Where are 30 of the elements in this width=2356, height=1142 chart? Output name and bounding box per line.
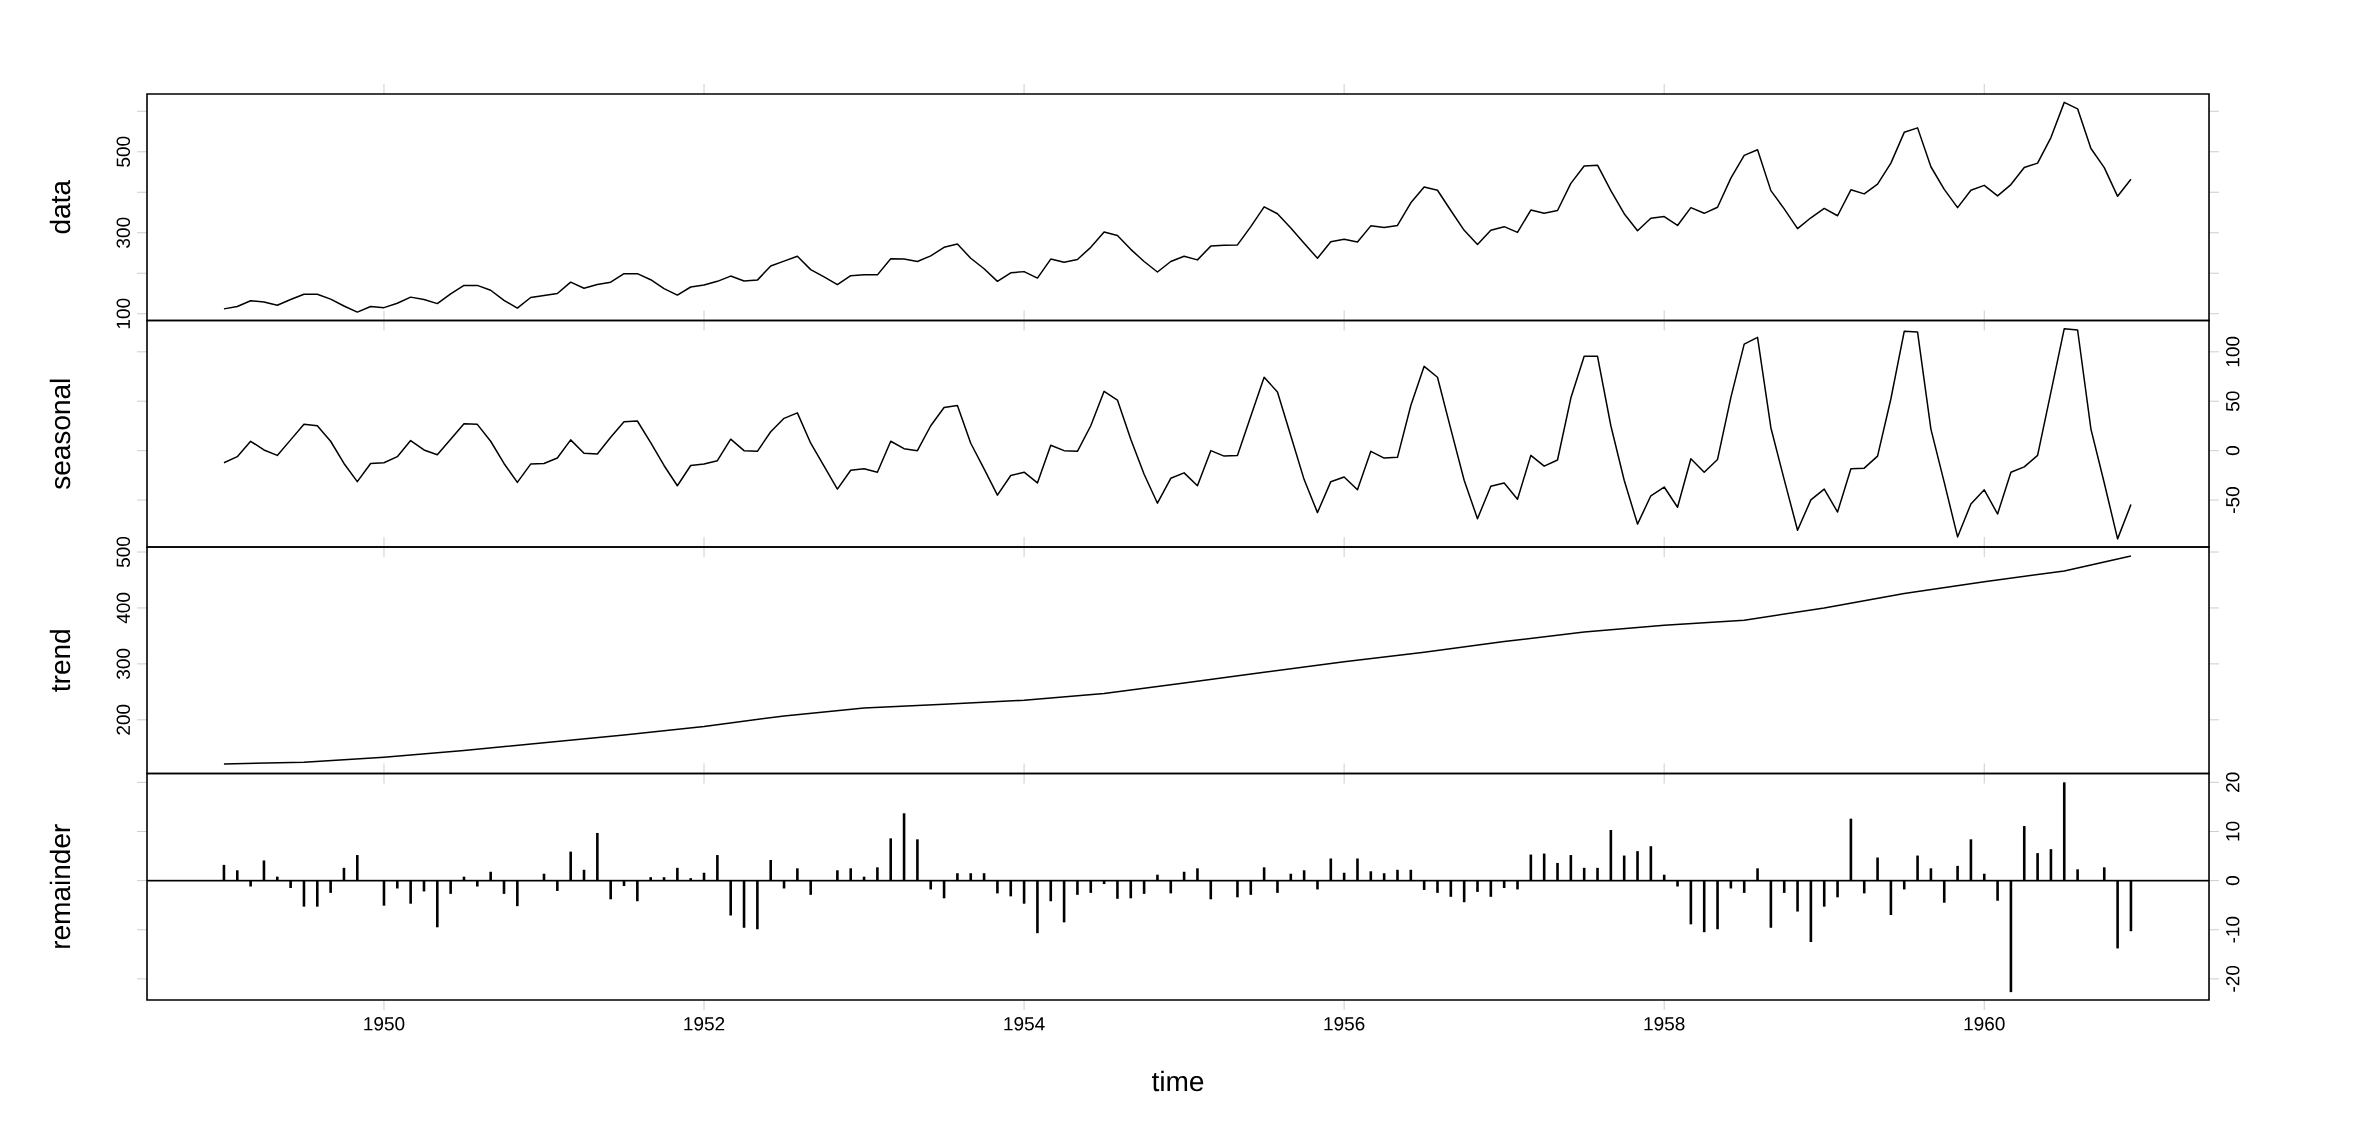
y-tick-label: 200 — [116, 704, 131, 735]
y2-tick-label: 10 — [2226, 821, 2240, 841]
y2-tick-label: -10 — [2226, 916, 2240, 943]
x-tick-label: 1958 — [1644, 1017, 1685, 1031]
y2-tick-label: 50 — [2226, 391, 2240, 412]
y2-tick-label: 0 — [2226, 876, 2240, 886]
y-tick-label: 300 — [116, 648, 131, 680]
y-tick-label: 500 — [116, 136, 131, 167]
y-axis-title: seasonal — [49, 379, 71, 489]
line-series — [223, 555, 2132, 765]
y2-tick-label: -20 — [2226, 965, 2240, 992]
x-tick-label: 1952 — [684, 1017, 725, 1031]
y-tick-label: 500 — [116, 536, 131, 568]
y2-tick-label: 0 — [2226, 446, 2240, 456]
y2-tick-label: -50 — [2226, 487, 2240, 513]
y2-tick-label: 100 — [2226, 336, 2240, 367]
y-axis-title: remainder — [49, 824, 71, 948]
line-series — [223, 327, 2132, 540]
x-axis-title: time — [1152, 1070, 1204, 1092]
y-tick-label: 400 — [116, 592, 131, 624]
line-series — [223, 101, 2132, 313]
x-tick-label: 1956 — [1324, 1017, 1365, 1031]
y-axis-title: data — [49, 179, 71, 234]
y-tick-label: 100 — [116, 298, 131, 329]
y2-tick-label: 20 — [2226, 772, 2240, 792]
x-tick-label: 1960 — [1964, 1017, 2005, 1031]
y-axis-title: trend — [49, 630, 71, 692]
y-tick-label: 300 — [116, 217, 131, 248]
x-tick-label: 1954 — [1004, 1017, 1045, 1031]
x-tick-label: 1950 — [364, 1017, 405, 1031]
